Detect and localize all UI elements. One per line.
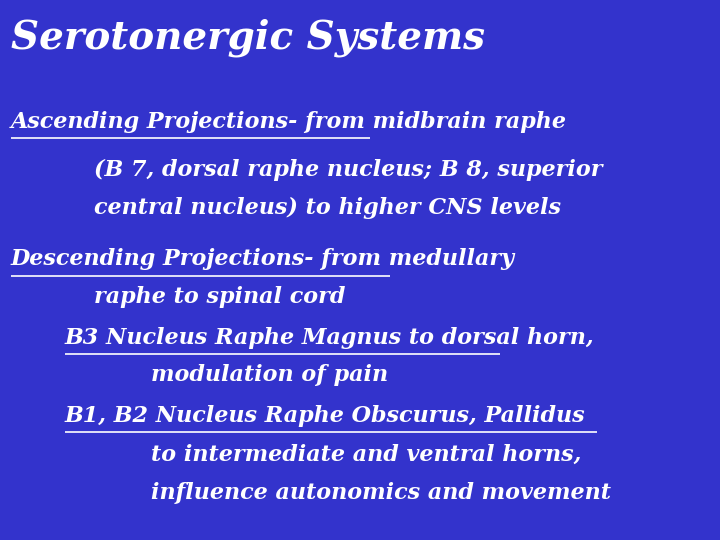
Text: B3 Nucleus Raphe Magnus to dorsal horn,: B3 Nucleus Raphe Magnus to dorsal horn,	[65, 327, 595, 349]
Text: Serotonergic Systems: Serotonergic Systems	[11, 19, 485, 57]
Text: Descending Projections- from medullary: Descending Projections- from medullary	[11, 248, 515, 271]
Text: modulation of pain: modulation of pain	[151, 364, 388, 387]
Text: central nucleus) to higher CNS levels: central nucleus) to higher CNS levels	[94, 197, 561, 219]
Text: Ascending Projections- from midbrain raphe: Ascending Projections- from midbrain rap…	[11, 111, 567, 133]
Text: B1, B2 Nucleus Raphe Obscurus, Pallidus: B1, B2 Nucleus Raphe Obscurus, Pallidus	[65, 405, 585, 427]
Text: influence autonomics and movement: influence autonomics and movement	[151, 482, 611, 504]
Text: raphe to spinal cord: raphe to spinal cord	[94, 286, 345, 308]
Text: (B 7, dorsal raphe nucleus; B 8, superior: (B 7, dorsal raphe nucleus; B 8, superio…	[94, 159, 602, 181]
Text: to intermediate and ventral horns,: to intermediate and ventral horns,	[151, 444, 582, 466]
